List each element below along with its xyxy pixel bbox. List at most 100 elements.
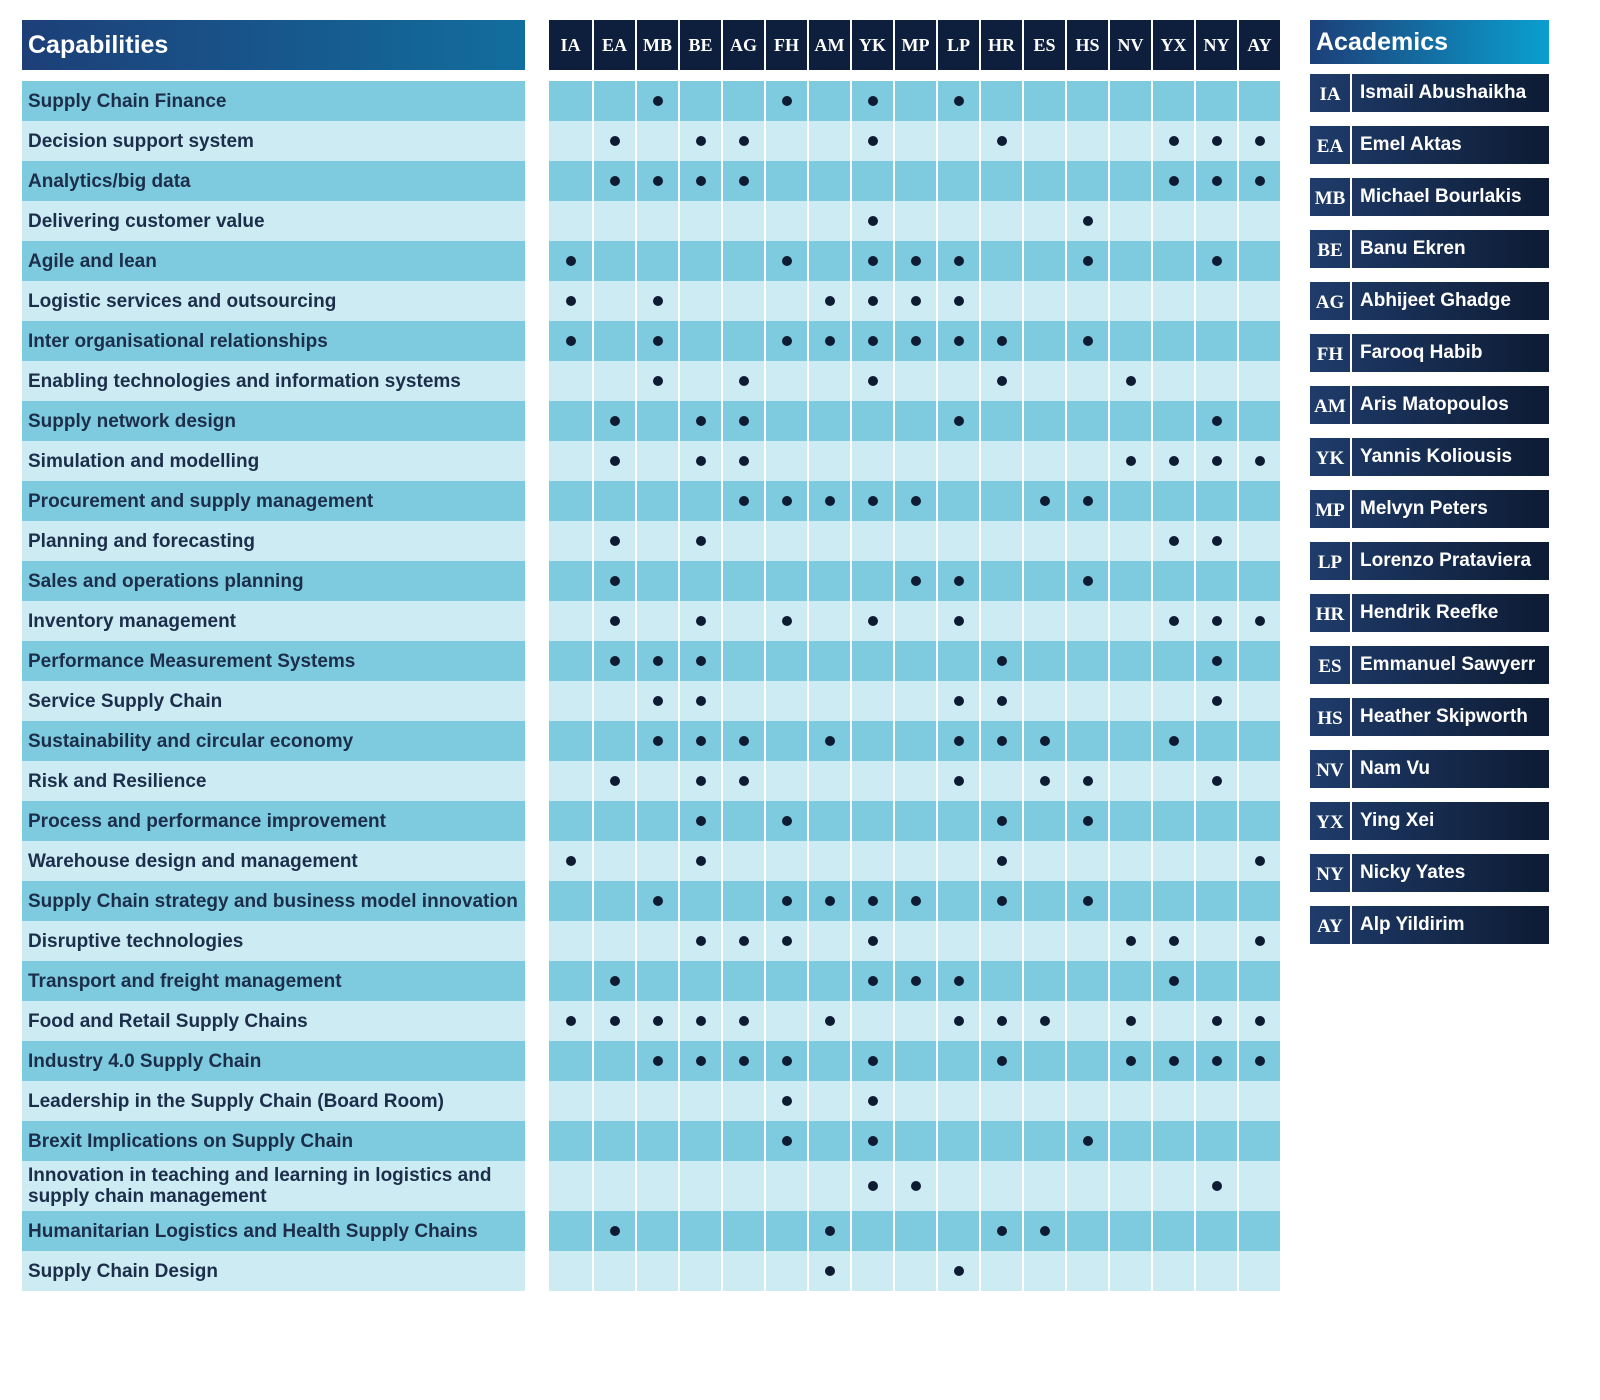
matrix-cell — [936, 321, 979, 361]
matrix-cell — [721, 721, 764, 761]
dot — [1125, 1056, 1136, 1066]
matrix-cell — [678, 721, 721, 761]
dot — [652, 896, 663, 906]
matrix-cell — [1022, 881, 1065, 921]
matrix-cell — [936, 961, 979, 1001]
dot — [867, 136, 878, 146]
matrix-cell — [635, 1161, 678, 1211]
matrix-cell — [592, 121, 635, 161]
matrix-cell — [979, 841, 1022, 881]
matrix-cell — [936, 1041, 979, 1081]
dot — [1211, 1056, 1222, 1066]
matrix-cell — [764, 241, 807, 281]
dot — [565, 336, 576, 346]
dot — [953, 336, 964, 346]
matrix-cell — [936, 1251, 979, 1291]
dot — [1211, 536, 1222, 546]
matrix-cell — [1022, 281, 1065, 321]
matrix-cell — [807, 961, 850, 1001]
matrix-cell — [635, 241, 678, 281]
matrix-cell — [1237, 361, 1280, 401]
matrix-cell — [1022, 1041, 1065, 1081]
spacer — [525, 1211, 549, 1251]
matrix-cell — [635, 681, 678, 721]
matrix-cell — [850, 761, 893, 801]
matrix-cell — [635, 801, 678, 841]
dot — [953, 96, 964, 106]
matrix-cell — [936, 1211, 979, 1251]
dot — [1125, 456, 1136, 466]
matrix-cell — [893, 881, 936, 921]
matrix-cell — [721, 681, 764, 721]
matrix-cell — [807, 281, 850, 321]
matrix-cell — [635, 201, 678, 241]
matrix-cell — [979, 1041, 1022, 1081]
capability-label: Procurement and supply management — [22, 481, 525, 521]
matrix-cell — [721, 401, 764, 441]
matrix-cell — [893, 1121, 936, 1161]
matrix-cell — [635, 1081, 678, 1121]
matrix-cell — [936, 121, 979, 161]
matrix-cell — [721, 841, 764, 881]
matrix-cell — [764, 721, 807, 761]
matrix-cell — [764, 1251, 807, 1291]
matrix-cell — [678, 961, 721, 1001]
matrix-cell — [936, 401, 979, 441]
dot — [738, 496, 749, 506]
matrix-cell — [592, 241, 635, 281]
matrix-cell — [1065, 401, 1108, 441]
matrix-cell — [1237, 921, 1280, 961]
matrix-cell — [678, 1001, 721, 1041]
matrix-cell — [1022, 921, 1065, 961]
academic-item: AG Abhijeet Ghadge — [1310, 282, 1549, 320]
matrix-cell — [549, 1001, 592, 1041]
matrix-cell — [807, 481, 850, 521]
matrix-cell — [893, 201, 936, 241]
matrix-cell — [549, 1211, 592, 1251]
matrix-cell — [1237, 881, 1280, 921]
matrix-cell — [893, 561, 936, 601]
dot — [738, 776, 749, 786]
dot — [953, 776, 964, 786]
matrix-cell — [807, 1001, 850, 1041]
dot — [867, 336, 878, 346]
dot — [1211, 656, 1222, 666]
matrix-cell — [893, 1251, 936, 1291]
matrix-cell — [936, 281, 979, 321]
matrix-cell — [592, 801, 635, 841]
matrix-cell — [721, 961, 764, 1001]
spacer — [525, 1081, 549, 1121]
spacer — [525, 721, 549, 761]
matrix-cell — [1237, 481, 1280, 521]
matrix-cell — [1194, 161, 1237, 201]
matrix-cell — [979, 481, 1022, 521]
dot — [910, 976, 921, 986]
matrix-cell — [1194, 1161, 1237, 1211]
matrix-cell — [850, 841, 893, 881]
matrix-cell — [1065, 361, 1108, 401]
matrix-cell — [592, 441, 635, 481]
academic-item: NV Nam Vu — [1310, 750, 1549, 788]
dot — [910, 256, 921, 266]
matrix-cell — [592, 641, 635, 681]
matrix-cell — [678, 641, 721, 681]
matrix-cell — [936, 801, 979, 841]
matrix-cell — [936, 561, 979, 601]
dot — [609, 976, 620, 986]
matrix-cell — [807, 1081, 850, 1121]
column-code: LP — [936, 20, 979, 70]
matrix-cell — [1151, 921, 1194, 961]
matrix-cell — [1022, 121, 1065, 161]
dot — [652, 696, 663, 706]
dot — [824, 296, 835, 306]
matrix-cell — [635, 601, 678, 641]
matrix-cell — [1108, 441, 1151, 481]
dot — [695, 416, 706, 426]
matrix-cell — [936, 161, 979, 201]
matrix-cell — [1108, 361, 1151, 401]
matrix-cell — [1237, 841, 1280, 881]
dot — [910, 496, 921, 506]
matrix-cell — [721, 321, 764, 361]
matrix-cell — [1022, 721, 1065, 761]
academic-item: YX Ying Xei — [1310, 802, 1549, 840]
